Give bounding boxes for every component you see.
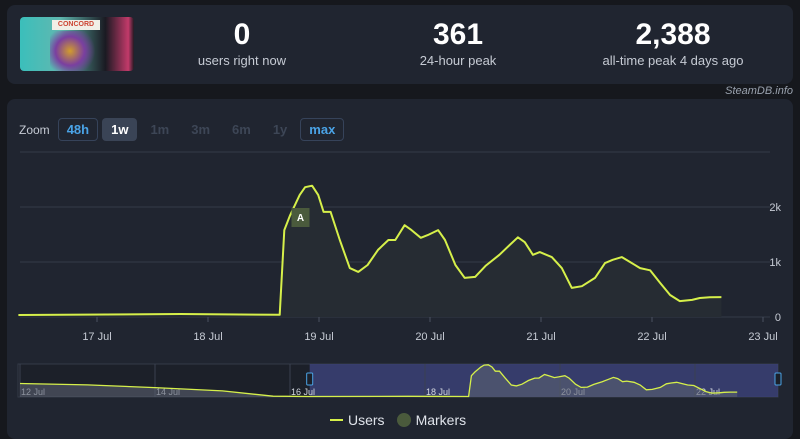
zoom-48h-button[interactable]: 48h xyxy=(57,118,99,141)
stats-card xyxy=(7,5,793,84)
y-tick-label: 0 xyxy=(775,312,781,324)
x-tick-label: 18 Jul xyxy=(193,331,222,343)
navigator-handle-left[interactable] xyxy=(306,372,314,386)
stat-current: 0 users right now xyxy=(142,18,342,68)
users-area xyxy=(18,185,722,317)
stat-label: users right now xyxy=(197,53,287,68)
x-tick-label: 17 Jul xyxy=(82,331,111,343)
stat-label: all-time peak 4 days ago xyxy=(602,53,744,68)
stat-value: 361 xyxy=(432,18,484,51)
game-thumbnail[interactable]: CONCORD xyxy=(20,17,134,71)
steamdb-credit[interactable]: SteamDB.info xyxy=(725,85,793,97)
x-tick-label: 22 Jul xyxy=(637,331,666,343)
y-tick-label: 1k xyxy=(769,257,781,269)
legend-users[interactable]: Users xyxy=(330,412,385,428)
legend-markers[interactable]: Markers xyxy=(396,412,467,428)
y-tick-label: 2k xyxy=(769,202,781,214)
zoom-1y-button[interactable]: 1y xyxy=(272,122,288,137)
dot-icon xyxy=(396,413,411,427)
x-tick-label: 19 Jul xyxy=(304,331,333,343)
stat-24h-peak: 361 24-hour peak xyxy=(358,18,558,68)
game-logo: CONCORD xyxy=(52,20,100,30)
stat-all-time-peak: 2,388 all-time peak 4 days ago xyxy=(573,18,773,68)
navigator-area xyxy=(20,364,738,397)
users-line xyxy=(18,184,722,316)
navigator-tick-label: 18 Jul xyxy=(426,387,450,397)
zoom-3m-button[interactable]: 3m xyxy=(191,122,211,137)
zoom-6m-button[interactable]: 6m xyxy=(232,122,251,137)
x-tick-label: 20 Jul xyxy=(415,331,444,343)
marker-label: A xyxy=(297,213,304,224)
stat-value: 2,388 xyxy=(635,18,711,51)
zoom-1m-button[interactable]: 1m xyxy=(150,122,170,137)
zoom-max-button[interactable]: max xyxy=(300,118,345,141)
legend-users-label: Users xyxy=(348,412,385,428)
zoom-1w-button[interactable]: 1w xyxy=(102,118,138,141)
navigator-tick-label: 16 Jul xyxy=(291,387,315,397)
navigator-handle-right[interactable] xyxy=(774,372,782,386)
zoom-controls: Zoom 48h 1w 1m 3m 6m 1y max xyxy=(19,118,345,141)
line-icon xyxy=(330,419,343,421)
legend-markers-label: Markers xyxy=(415,412,467,428)
navigator-line xyxy=(19,364,738,398)
game-art xyxy=(50,31,100,71)
zoom-label: Zoom xyxy=(19,122,50,137)
x-tick-label: 23 Jul xyxy=(748,331,777,343)
x-tick-label: 21 Jul xyxy=(526,331,555,343)
marker-flag xyxy=(291,208,310,227)
stat-label: 24-hour peak xyxy=(419,53,497,68)
stat-value: 0 xyxy=(233,18,251,51)
legend: Users Markers xyxy=(330,412,466,428)
